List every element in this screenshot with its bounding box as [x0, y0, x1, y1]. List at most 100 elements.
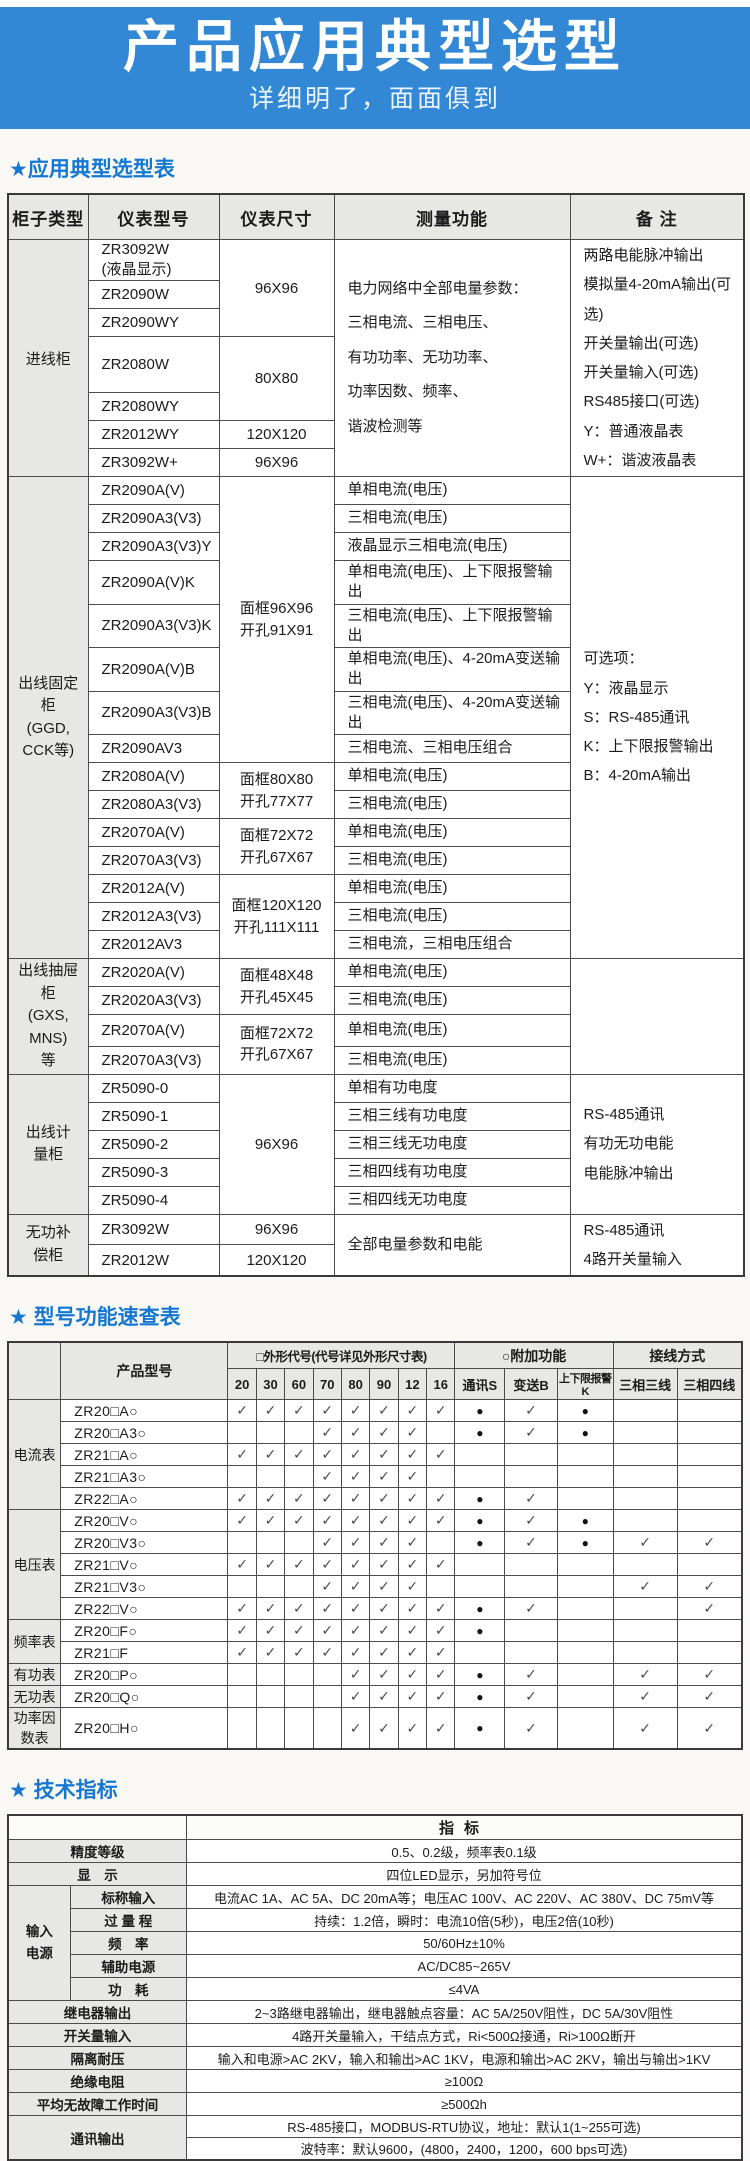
check-cell: ✓ [397, 1487, 428, 1510]
func-cell: 电力网络中全部电量参数： 三相电流、三相电压、 有功功率、无功功率、 功率因数、… [333, 239, 571, 477]
spec-label: 标称输入 [69, 1885, 187, 1909]
column-header: 仪表型号 [87, 193, 220, 240]
blank-cell [676, 1465, 743, 1488]
addon-header: 变送B [504, 1368, 558, 1400]
check-cell: ✓ [676, 1575, 743, 1598]
note-cell: 可选项： Y：液晶显示 S：RS-485通讯 K：上下限报警输出 B：4-20m… [569, 476, 745, 959]
check-cell: ✓ [612, 1575, 678, 1598]
model-cell: ZR5090-2 [87, 1129, 220, 1159]
check-cell: ✓ [227, 1443, 257, 1466]
table-row: 出线计 量柜 ZR5090-0 96X96 单相有功电度 RS-485通讯 有功无功电能… [7, 1073, 745, 1215]
cab-cell: 进线柜 [7, 239, 89, 477]
table-row: 精度等级 0.5、0.2级，频率表0.1级 [7, 1839, 743, 1863]
blank-cell [612, 1509, 678, 1532]
blank-cell [556, 1597, 614, 1620]
check-cell: ✓ [369, 1509, 399, 1532]
blank-cell [454, 1641, 506, 1664]
table-row: ZR21□V3○ ✓ ✓ ✓ ✓ ✓ ✓ [8, 1575, 743, 1598]
blank-cell [504, 1641, 558, 1664]
table-row: 绝缘电阻 ≥100Ω [7, 2069, 743, 2093]
section-heading-quickref: ★ 型号功能速查表 [9, 1306, 181, 1329]
blank-cell [556, 1553, 614, 1576]
dot-cell: ● [454, 1531, 506, 1554]
model-cell: ZR22□A○ [60, 1487, 229, 1510]
check-cell: ✓ [312, 1575, 342, 1598]
model-cell: ZR3092W+ [87, 448, 220, 477]
spec-value: 四位LED显示，另加符号位 [185, 1862, 743, 1886]
func-cell: 三相电流(电压)、4-20mA变送输出 [333, 690, 571, 735]
product-banner: 产品应用典型选型 详细明了，面面俱到 [0, 7, 750, 129]
spec-value: RS-485接口，MODBUS-RTU协议，地址：默认1(1~255可选) [185, 2115, 743, 2138]
func-cell: 单相电流(电压) [333, 1014, 571, 1047]
note-cell: 两路电能脉冲输出 模拟量4-20mA输出(可选) 开关量输出(可选) 开关量输入… [569, 239, 745, 477]
blank-cell [426, 1421, 456, 1444]
model-cell: ZR20□A○ [60, 1399, 229, 1422]
model-cell: ZR21□V○ [60, 1553, 229, 1576]
addon-header: 通讯S [454, 1368, 506, 1400]
check-cell: ✓ [397, 1685, 428, 1708]
blank-cell [227, 1531, 257, 1554]
check-cell: ✓ [255, 1641, 286, 1664]
size-code-header: 20 [227, 1368, 257, 1400]
dot-cell: ● [454, 1685, 506, 1708]
check-cell: ✓ [340, 1685, 371, 1708]
model-cell: ZR3092W (液晶显示) [87, 239, 220, 281]
table-row: ZR21□A3○ ✓ ✓ ✓ ✓ [8, 1465, 743, 1488]
check-cell: ✓ [340, 1443, 371, 1466]
check-cell: ✓ [340, 1707, 371, 1750]
spec-label: 开关量输入 [7, 2023, 187, 2047]
func-cell: 三相电流(电压)、上下限报警输出 [333, 603, 571, 648]
dot-cell: ● [454, 1509, 506, 1532]
blank-cell [504, 1553, 558, 1576]
check-cell: ✓ [426, 1685, 456, 1708]
check-cell: ✓ [369, 1663, 399, 1686]
spec-value: ≥500Ωh [185, 2092, 743, 2116]
table-row: 隔离耐压 输入和电源>AC 2KV，输入和输出>AC 1KV，电源和输出>AC 2… [7, 2046, 743, 2070]
blank-cell [284, 1465, 314, 1488]
check-cell: ✓ [340, 1509, 371, 1532]
wiring-header: 三相四线 [676, 1368, 743, 1400]
model-cell: ZR20□A3○ [60, 1421, 229, 1444]
check-cell: ✓ [255, 1553, 286, 1576]
quickref-table: 产品型号 □外形代号(代号详见外形尺寸表) ○附加功能 接线方式 20 30 60 7… [7, 1341, 743, 1750]
blank-cell [504, 1619, 558, 1642]
table-row: 功 耗 ≤4VA [8, 1977, 743, 2001]
model-cell: ZR2080WY [87, 392, 220, 421]
table-row: ZR21□F ✓ ✓ ✓ ✓ ✓ ✓ ✓ ✓ [8, 1641, 743, 1664]
spec-label: 绝缘电阻 [7, 2069, 187, 2093]
blank-cell [556, 1487, 614, 1510]
table-row: 辅助电源 AC/DC85~265V [8, 1954, 743, 1978]
check-cell: ✓ [255, 1399, 286, 1422]
table-row: ZR2090W [8, 280, 744, 309]
check-cell: ✓ [397, 1399, 428, 1422]
blank-cell [312, 1685, 342, 1708]
column-header: 测量功能 [333, 193, 571, 240]
size-cell: 96X96 [218, 448, 335, 477]
check-cell: ✓ [397, 1509, 428, 1532]
table-row: ZR21□V○ ✓ ✓ ✓ ✓ ✓ ✓ ✓ ✓ [8, 1553, 743, 1576]
table-row: ZR2080W 80X80 [8, 336, 744, 421]
dot-cell: ● [556, 1399, 614, 1422]
table-row: 有功表 ZR20□P○ ✓ ✓ ✓ ✓ ● ✓ ✓ ✓ [7, 1663, 743, 1686]
blank-cell [312, 1663, 342, 1686]
table-row: ZR22□V○ ✓ ✓ ✓ ✓ ✓ ✓ ✓ ✓ ● ✓ ✓ [8, 1597, 743, 1620]
table-row: ZR2090A(V)K 单相电流(电压)、上下限报警输出 [8, 560, 744, 605]
dot-cell: ● [454, 1707, 506, 1750]
model-cell: ZR21□A3○ [60, 1465, 229, 1488]
check-cell: ✓ [504, 1531, 558, 1554]
blank-cell [426, 1531, 456, 1554]
spec-value: 波特率：默认9600，(4800，2400，1200，600 bps可选) [185, 2137, 743, 2161]
blank-cell [255, 1531, 286, 1554]
blank-cell [284, 1663, 314, 1686]
check-cell: ✓ [312, 1509, 342, 1532]
table-row: ZR20□A3○ ✓ ✓ ✓ ✓ ● ✓ ● [8, 1421, 743, 1444]
blank-cell [227, 1465, 257, 1488]
spec-label: 精度等级 [7, 1839, 187, 1863]
column-header: 仪表尺寸 [218, 193, 335, 240]
blank-cell [504, 1465, 558, 1488]
check-cell: ✓ [340, 1421, 371, 1444]
check-cell: ✓ [676, 1597, 743, 1620]
model-cell: ZR22□V○ [60, 1597, 229, 1620]
func-cell: 三相电流，三相电压组合 [333, 930, 571, 959]
check-cell: ✓ [284, 1641, 314, 1664]
